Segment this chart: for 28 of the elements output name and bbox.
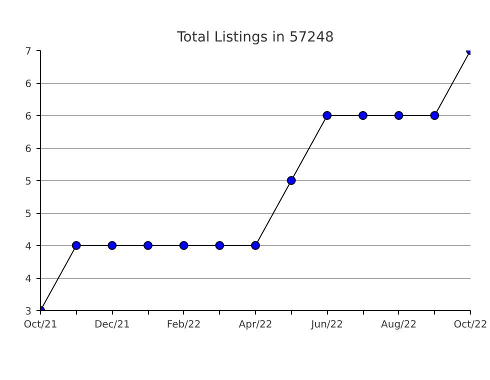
y-tick-label: 4: [25, 274, 32, 285]
point: [286, 176, 296, 185]
y-tick-label: 4: [25, 242, 32, 252]
y-tick-label: 6: [25, 144, 32, 155]
x-tick-label: Oct/21: [24, 320, 58, 330]
y-tick-label: 6: [25, 112, 32, 122]
x-tick-label: Jun/22: [310, 320, 344, 330]
point: [144, 241, 152, 250]
y-tick-label: 7: [25, 46, 32, 58]
x-tick-label: Feb/22: [166, 320, 201, 330]
point: [179, 241, 188, 250]
x-tick-label: Apr/22: [238, 320, 272, 330]
y-tick-label: 3: [25, 306, 32, 318]
y-tick-label: 6: [25, 79, 32, 90]
x-tick-label: Dec/21: [94, 320, 130, 330]
y-tick-label: 5: [25, 176, 32, 188]
x-tick-label: Oct/22: [454, 320, 488, 330]
x-tick-label: Aug/22: [381, 320, 417, 330]
point: [251, 241, 260, 250]
point: [430, 111, 440, 120]
point: [108, 241, 117, 250]
point: [358, 111, 368, 120]
point: [322, 111, 332, 120]
point: [394, 111, 404, 120]
point: [72, 241, 81, 250]
point: [215, 241, 224, 250]
y-tick-label: 5: [25, 209, 32, 220]
chart-title: Total Listings in 57248: [176, 30, 334, 46]
